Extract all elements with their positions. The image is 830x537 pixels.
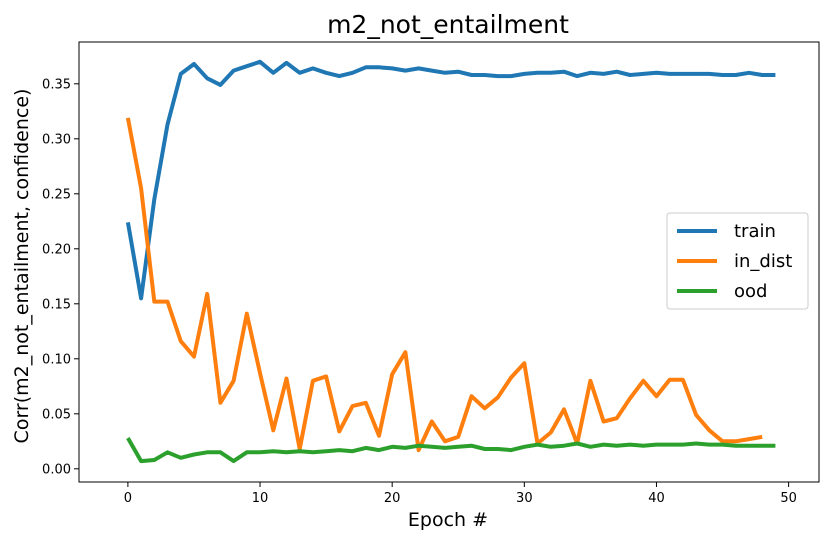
y-axis-title: Corr(m2_not_entailment, confidence): [11, 89, 33, 444]
x-tick-label: 20: [384, 491, 401, 506]
y-tick-label: 0.20: [42, 242, 71, 257]
x-axis: 0 10 20 30 40 50: [124, 482, 797, 506]
y-tick-label: 0.15: [42, 297, 71, 312]
y-tick-label: 0.05: [42, 407, 71, 422]
x-tick-label: 10: [252, 491, 269, 506]
chart-title: m2_not_entailment: [327, 10, 569, 39]
x-tick-label: 0: [124, 491, 132, 506]
x-tick-label: 50: [780, 491, 797, 506]
x-tick-label: 30: [516, 491, 533, 506]
legend-label-ood: ood: [734, 281, 767, 302]
x-axis-title: Epoch #: [408, 509, 488, 531]
x-tick-label: 40: [648, 491, 665, 506]
series-line-train: [125, 59, 776, 301]
y-tick-label: 0.10: [42, 352, 71, 367]
series-line-ood: [126, 437, 776, 464]
y-tick-label: 0.25: [42, 187, 71, 202]
legend-label-in_dist: in_dist: [734, 251, 792, 272]
y-tick-label: 0.00: [42, 462, 71, 477]
plot-frame: [78, 41, 820, 483]
y-tick-label: 0.35: [42, 77, 71, 92]
y-axis: 0.00 0.05 0.10 0.15 0.20 0.25 0.30 0.35: [42, 77, 79, 477]
plot-area: [125, 59, 776, 464]
y-tick-label: 0.30: [42, 132, 71, 147]
series-line-in_dist: [125, 117, 763, 453]
legend-label-train: train: [734, 221, 776, 242]
legend-frame: [666, 212, 809, 310]
